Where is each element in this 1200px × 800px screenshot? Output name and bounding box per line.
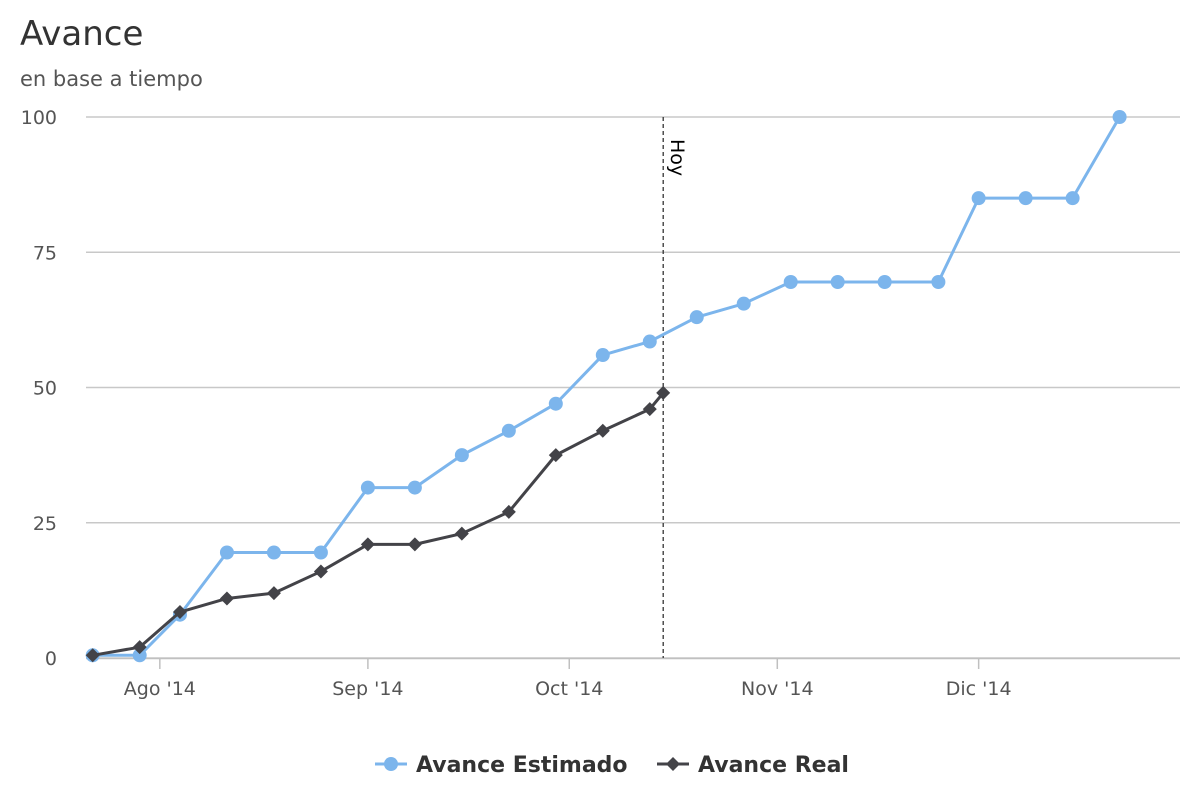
avance-real-point [266, 586, 281, 601]
avance-real-point [219, 591, 234, 606]
x-tick-label: Ago '14 [124, 678, 196, 700]
x-tick-label: Oct '14 [535, 678, 603, 700]
avance-real-legend-marker [666, 757, 680, 771]
avance-estimado-point [407, 480, 422, 495]
avance-real-point [407, 537, 422, 552]
avance-estimado-point [595, 348, 610, 363]
avance-real-line [91, 391, 665, 657]
avance-estimado-point [454, 448, 469, 463]
avance-real-point [642, 402, 657, 417]
avance-estimado-point [313, 545, 328, 560]
avance-estimado-point [1065, 191, 1080, 206]
avance-real-legend-label: Avance Real [698, 753, 849, 778]
chart-title: Avance [20, 14, 144, 54]
legend: Avance Estimado Avance Real [375, 753, 849, 778]
avance-real-point [172, 605, 187, 620]
x-axis: Ago '14 Sep '14 Oct '14 Nov '14 Dic '14 [86, 657, 1180, 700]
chart-subtitle: en base a tiempo [20, 67, 203, 91]
avance-estimado-legend-label: Avance Estimado [416, 753, 628, 778]
y-tick-label: 100 [21, 107, 57, 129]
avance-estimado-point [219, 545, 234, 560]
avance-real-point [454, 526, 469, 541]
x-tick-label: Dic '14 [946, 678, 1012, 700]
avance-estimado-point [971, 191, 986, 206]
avance-estimado-line [91, 115, 1122, 657]
avance-estimado-point [1018, 191, 1033, 206]
y-axis: 0 25 50 75 100 [21, 107, 57, 670]
avance-estimado-point [266, 545, 281, 560]
today-plot-line: Hoy [662, 117, 688, 658]
avance-estimado-point [931, 275, 946, 290]
x-tick-label: Nov '14 [741, 678, 814, 700]
avance-real-point [360, 537, 375, 552]
avance-real-point [656, 385, 671, 400]
y-tick-label: 75 [33, 242, 57, 264]
avance-real-point [85, 648, 100, 663]
avance-estimado-point [783, 275, 798, 290]
avance-real-point [132, 640, 147, 655]
today-label: Hoy [666, 139, 688, 176]
avance-estimado-point [501, 423, 516, 438]
avance-real-point [595, 423, 610, 438]
y-tick-label: 0 [45, 648, 57, 670]
avance-estimado-legend-marker [384, 757, 398, 771]
y-tick-label: 25 [33, 513, 57, 535]
avance-estimado-point [689, 310, 704, 325]
avance-estimado-point [548, 396, 563, 411]
avance-estimado-point [877, 275, 892, 290]
x-tick-label: Sep '14 [332, 678, 403, 700]
avance-estimado-point [360, 480, 375, 495]
avance-real-point [313, 564, 328, 579]
avance-real-point [501, 504, 516, 519]
avance-estimado-point [642, 334, 657, 349]
y-tick-label: 50 [33, 378, 57, 400]
series-group [85, 110, 1127, 663]
avance-real-point [548, 448, 563, 463]
avance-estimado-point [736, 296, 751, 311]
avance-estimado-point [132, 648, 147, 663]
avance-estimado-point [830, 275, 845, 290]
avance-estimado-point [1112, 110, 1127, 124]
